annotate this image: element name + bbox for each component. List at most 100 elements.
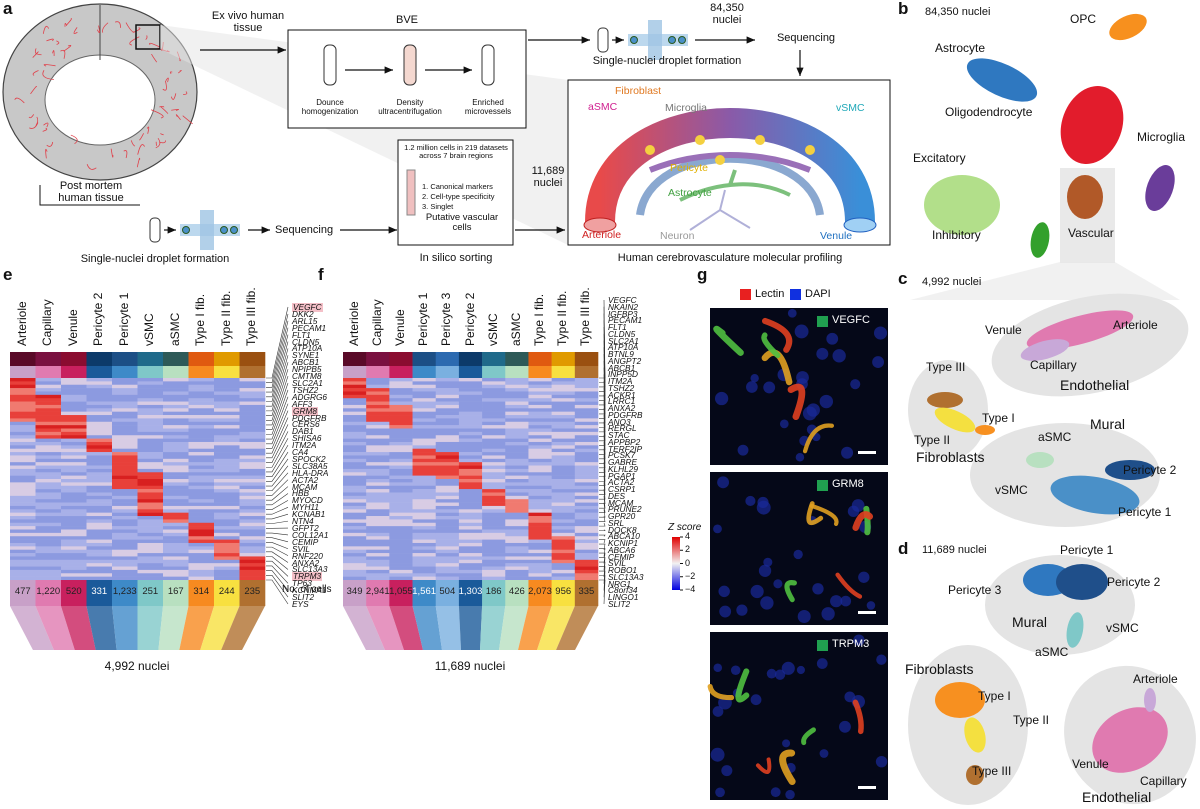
heat-cell [551,408,576,412]
heat-cell [505,421,529,426]
header-bottom [239,366,266,378]
heat-cell [61,428,87,433]
leader-line [599,548,606,557]
column-label: Arteriole [346,301,361,346]
heat-cell [505,495,529,500]
heat-cell [137,452,164,456]
heat-cell [435,573,460,577]
heat-cell [112,512,138,517]
heat-cell [551,573,576,577]
label: VEGFC [832,314,870,326]
count-box [188,580,215,606]
heat-cell [112,479,138,483]
heat-cell [343,438,367,443]
heat-cell [343,435,367,439]
count-flow [366,606,404,650]
vessel-stain [761,317,793,353]
heat-cell [137,418,164,423]
gene-label: DAB1 [292,426,314,437]
gene-label: ANO3 [608,416,631,427]
leader-line [266,560,289,577]
heat-cell [343,448,367,453]
heat-cell [482,529,506,534]
heat-cell [458,431,483,436]
heat-cell [389,391,413,396]
heat-cell [505,509,529,513]
cell-count: 335 [578,586,595,597]
heat-cell [412,576,437,581]
heat-cell [86,546,113,550]
heat-cell [482,465,506,470]
heat-cell [458,472,483,476]
heat-cell [343,475,367,480]
heat-cell [574,435,599,439]
heat-cell [86,526,113,530]
heat-cell [163,553,189,557]
heat-cell [188,401,215,406]
gene-label: IGFBP3 [608,308,638,319]
colorbar [672,537,680,590]
chip-v [648,20,662,60]
heat-cell [86,431,113,436]
heat-cell [412,384,437,389]
leader-line [266,369,289,421]
heat-cell [528,553,552,557]
heat-cell [366,522,390,527]
vessel-stain [713,325,744,356]
heat-cell [61,438,87,443]
cell-count: 2,941 [365,586,390,597]
nucleus [795,453,805,462]
gene-label: PRUNE2 [608,504,642,515]
heat-cell [343,482,367,487]
count-box [505,580,529,606]
heat-cell [86,401,113,406]
gene-label: ACTA2 [292,474,319,485]
heat-cell [239,576,266,581]
label: Pericyte 3 [948,583,1002,597]
vessel-squiggle [160,106,169,115]
heat-cell [86,482,113,487]
heat-cell [366,401,390,406]
heat-cell [551,462,576,466]
heat-cell [528,404,552,409]
heat-cell [86,381,113,386]
gene-label: SRL [608,517,625,528]
label: 11,689 nuclei [922,544,987,556]
heat-cell [435,526,460,530]
heat-cell [412,516,437,520]
heat-cell [61,536,87,540]
heat-cell [389,482,413,487]
heat-cell [10,495,36,500]
heat-cell [10,415,36,419]
marker-swatch [817,640,828,651]
heat-cell [458,499,483,503]
label: Type III [926,360,966,374]
heat-cell [188,378,215,382]
heat-cell [86,384,113,389]
leader-line [266,575,289,598]
heat-cell [188,485,215,490]
heat-cell [366,458,390,463]
heat-cell [528,549,552,554]
heat-cell [35,415,62,419]
heat-cell [214,394,240,399]
heat-cell [389,428,413,433]
heat-cell [412,462,437,466]
heat-cell [343,546,367,550]
heat-cell [163,458,189,463]
heat-cell [366,482,390,487]
heat-cell [528,489,552,493]
heat-cell [239,411,266,416]
heat-cell [574,495,599,500]
heat-cell [239,553,266,557]
heat-cell [366,553,390,557]
heat-cell [61,398,87,402]
heat-cell [458,425,483,429]
heat-cell [343,428,367,433]
heat-cell [482,512,506,517]
vessel-squiggle [42,70,54,80]
heat-cell [528,411,552,416]
gene-label: ABCB1 [608,362,636,373]
heat-cell [551,445,576,449]
